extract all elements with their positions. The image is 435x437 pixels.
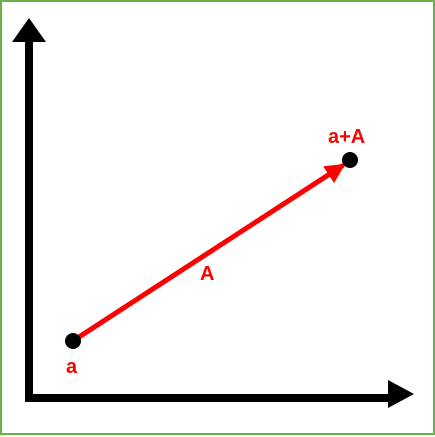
x-axis-arrowhead xyxy=(388,380,414,408)
start-point-dot xyxy=(65,333,81,349)
vector-a-arrow xyxy=(76,163,346,340)
y-axis xyxy=(12,18,46,400)
y-axis-arrowhead xyxy=(12,18,46,42)
vector-label: A xyxy=(200,263,214,285)
end-point-label: a+A xyxy=(328,126,365,148)
x-axis xyxy=(25,380,414,408)
start-point-label: a xyxy=(66,356,78,378)
end-point-dot xyxy=(342,152,358,168)
